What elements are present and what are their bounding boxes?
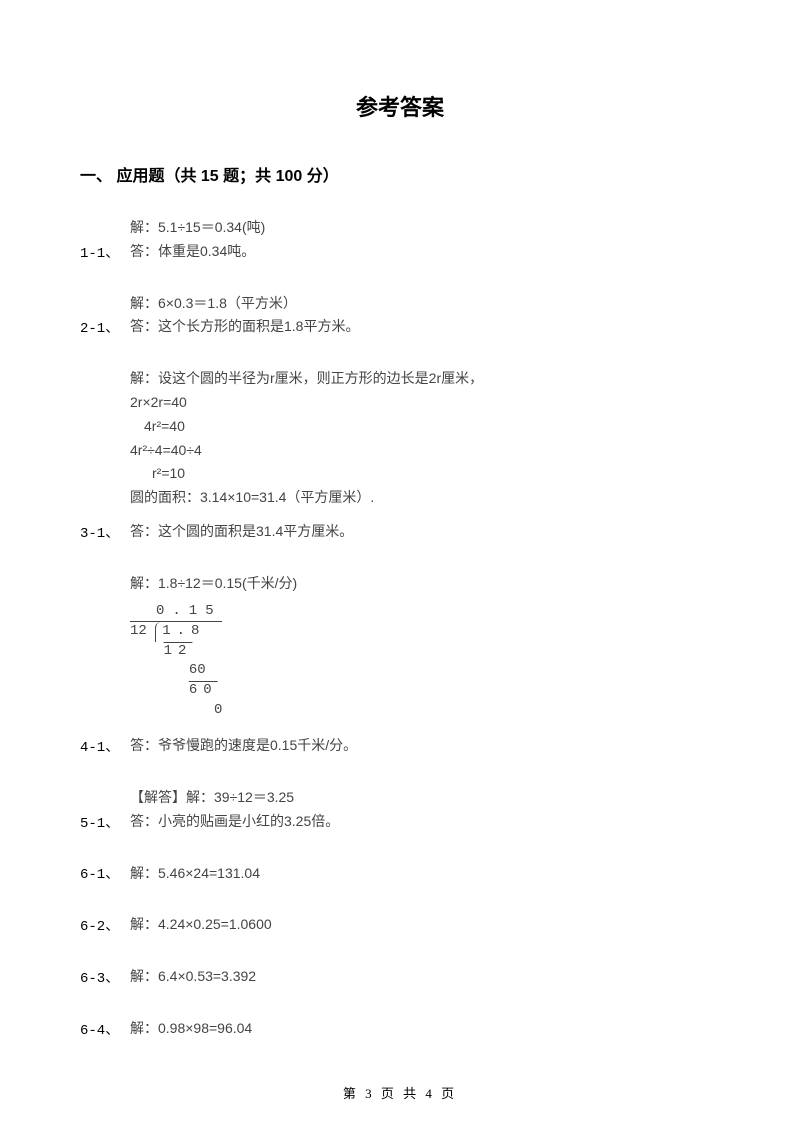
answer-6-2: 6-2、 解：4.24×0.25=1.0600 — [80, 913, 720, 937]
answer-content: 解：4.24×0.25=1.0600 — [130, 913, 720, 937]
answer-4: 4-1、 解：1.8÷12＝0.15(千米/分) 0.15 12 1.8 12 … — [80, 572, 720, 758]
answer-6-3: 6-3、 解：6.4×0.53=3.392 — [80, 965, 720, 989]
answer-num: 4-1、 — [80, 736, 119, 756]
answer-num: 6-2、 — [80, 915, 119, 935]
answer-6-1: 6-1、 解：5.46×24=131.04 — [80, 862, 720, 886]
answer-line: 圆的面积：3.14×10=31.4（平方厘米）. — [130, 486, 720, 510]
long-division: 0.15 12 1.8 12 60 60 0 — [130, 602, 222, 721]
answer-content: 解：6.4×0.53=3.392 — [130, 965, 720, 989]
ld-step: 12 — [164, 643, 193, 659]
answer-2: 2-1、 解：6×0.3＝1.8（平方米） 答：这个长方形的面积是1.8平方米。 — [80, 292, 720, 340]
ld-step: 60 — [189, 682, 218, 698]
answer-1: 1-1、 解：5.1÷15＝0.34(吨) 答：体重是0.34吨。 — [80, 216, 720, 264]
answer-num: 1-1、 — [80, 242, 119, 262]
ld-quotient: 0.15 — [130, 602, 222, 623]
answer-content: 解：0.98×98=96.04 — [130, 1017, 720, 1041]
answer-line: 4r²=40 — [130, 415, 720, 439]
ld-divisor: 12 — [130, 622, 147, 642]
ld-dividend: 1.8 — [155, 622, 205, 642]
answer-line: 解：1.8÷12＝0.15(千米/分) — [130, 572, 720, 596]
answer-num: 6-3、 — [80, 967, 119, 987]
page-body: 参考答案 一、 应用题（共 15 题；共 100 分） 1-1、 解：5.1÷1… — [0, 0, 800, 1041]
answer-content: 解：5.1÷15＝0.34(吨) 答：体重是0.34吨。 — [130, 216, 720, 264]
answer-num: 2-1、 — [80, 317, 119, 337]
answer-content: 解：5.46×24=131.04 — [130, 862, 720, 886]
answer-3: 3-1、 解：设这个圆的半径为r厘米，则正方形的边长是2r厘米， 2r×2r=4… — [80, 367, 720, 544]
answer-num: 6-4、 — [80, 1019, 119, 1039]
answer-line: 解：6×0.3＝1.8（平方米） — [130, 292, 720, 316]
answer-line: 4r²÷4=40÷4 — [130, 439, 720, 463]
answer-line: 答：爷爷慢跑的速度是0.15千米/分。 — [130, 734, 720, 758]
answer-line: r²=10 — [130, 462, 720, 486]
answer-content: 解：1.8÷12＝0.15(千米/分) 0.15 12 1.8 12 60 60… — [130, 572, 720, 758]
page-footer: 第 3 页 共 4 页 — [0, 1083, 800, 1102]
answer-5: 5-1、 【解答】解：39÷12＝3.25 答：小亮的贴画是小红的3.25倍。 — [80, 786, 720, 834]
answer-line: 解：6.4×0.53=3.392 — [130, 965, 720, 989]
answer-line: 2r×2r=40 — [130, 391, 720, 415]
answer-line: 解：0.98×98=96.04 — [130, 1017, 720, 1041]
answer-content: 【解答】解：39÷12＝3.25 答：小亮的贴画是小红的3.25倍。 — [130, 786, 720, 834]
answer-line: 答：这个圆的面积是31.4平方厘米。 — [130, 520, 720, 544]
answer-line: 解：4.24×0.25=1.0600 — [130, 913, 720, 937]
answer-num: 3-1、 — [80, 522, 119, 542]
answer-line: 解：设这个圆的半径为r厘米，则正方形的边长是2r厘米， — [130, 367, 720, 391]
page-title: 参考答案 — [80, 90, 720, 122]
answer-content: 解：6×0.3＝1.8（平方米） 答：这个长方形的面积是1.8平方米。 — [130, 292, 720, 340]
answer-line: 【解答】解：39÷12＝3.25 — [130, 786, 720, 810]
answer-num: 6-1、 — [80, 863, 119, 883]
ld-step: 0 — [214, 702, 222, 718]
answer-line: 答：体重是0.34吨。 — [130, 240, 720, 264]
answer-line: 解：5.46×24=131.04 — [130, 862, 720, 886]
answer-6-4: 6-4、 解：0.98×98=96.04 — [80, 1017, 720, 1041]
answer-line: 解：5.1÷15＝0.34(吨) — [130, 216, 720, 240]
section-header: 一、 应用题（共 15 题；共 100 分） — [80, 162, 720, 186]
ld-step: 60 — [189, 662, 206, 678]
answer-content: 解：设这个圆的半径为r厘米，则正方形的边长是2r厘米， 2r×2r=40 4r²… — [130, 367, 720, 544]
answer-line: 答：小亮的贴画是小红的3.25倍。 — [130, 810, 720, 834]
answer-line: 答：这个长方形的面积是1.8平方米。 — [130, 315, 720, 339]
answer-num: 5-1、 — [80, 812, 119, 832]
